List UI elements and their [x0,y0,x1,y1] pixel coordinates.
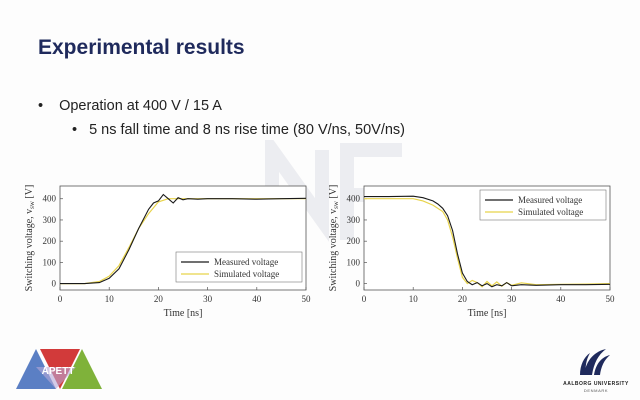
fall-voltage-chart: 0 10 20 30 40 50 0 100 200 300 400 Time [ns] Switchi… [328,185,616,319]
legend-box [175,251,303,283]
y-tick-label: 300 [43,215,57,225]
x-axis-label: Time [ns] [468,308,507,319]
x-tick-label: 40 [252,294,261,304]
slide-title: Experimental results [38,36,245,59]
y-axis-label: Switching voltage, vsw [V] [328,185,340,292]
aau-emblem-icon [580,349,610,375]
x-tick-label: 30 [203,294,213,304]
y-tick-label: 100 [43,257,57,267]
x-tick-label: 40 [556,294,566,304]
aalborg-university-logo: AALBORG UNIVERSITY DENMARK [560,345,632,395]
logo-triangle-green [62,349,102,389]
bullet-marker: • [72,122,78,138]
bullet-text: 5 ns fall time and 8 ns rise time (80 V/… [89,122,405,138]
legend-label: Measured voltage [214,257,278,267]
bullet-operation: • Operation at 400 V / 15 A [38,98,222,114]
legend-label: Simulated voltage [214,269,279,279]
y-tick-label: 200 [347,236,361,246]
aau-country: DENMARK [583,388,609,393]
y-tick-label: 400 [43,194,57,204]
x-axis-label: Time [ns] [164,308,203,319]
y-tick-label: 0 [52,279,57,289]
y-tick-label: 400 [347,194,361,204]
y-tick-label: 300 [347,215,361,225]
x-tick-label: 10 [409,294,419,304]
aau-name: AALBORG UNIVERSITY [563,381,629,387]
x-tick-label: 50 [302,294,312,304]
bullet-marker: • [38,98,44,114]
y-tick-label: 100 [347,257,361,267]
x-tick-label: 20 [154,294,164,304]
apett-logo-label: APETT [42,366,75,377]
legend-label: Measured voltage [518,195,582,205]
x-tick-label: 20 [458,294,468,304]
y-tick-label: 200 [43,236,57,246]
y-tick-label: 0 [356,279,361,289]
x-tick-label: 0 [362,294,367,304]
measured-voltage-line [364,195,611,288]
x-tick-label: 30 [507,294,516,304]
apett-logo: APETT [16,349,102,389]
logo-triangle-blue [16,349,56,389]
y-axis-label: Switching voltage, vsw [V] [24,185,36,292]
legend-label: Simulated voltage [518,207,583,217]
bullet-rise-fall: • 5 ns fall time and 8 ns rise time (80 V… [72,122,405,138]
x-tick-label: 0 [58,294,63,304]
x-tick-label: 10 [105,294,115,304]
measured-voltage-line [60,193,307,285]
legend-box [479,189,607,221]
bullet-text: Operation at 400 V / 15 A [59,98,222,114]
rise-voltage-chart: 0 10 20 30 40 50 0 100 200 300 400 Time [ns] Switchi… [24,185,312,319]
x-tick-label: 50 [606,294,616,304]
